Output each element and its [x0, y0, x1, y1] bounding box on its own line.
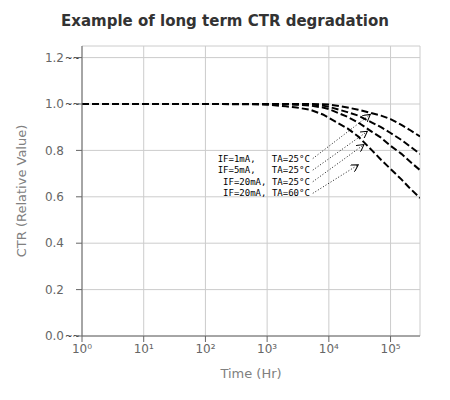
svg-text:IF=5mA, TA=25°C: IF=5mA, TA=25°C — [218, 165, 310, 175]
svg-text:0.6: 0.6 — [45, 190, 64, 204]
svg-text:IF=20mA, TA=60°C: IF=20mA, TA=60°C — [223, 188, 310, 198]
svg-text:0.4: 0.4 — [45, 236, 64, 250]
svg-text:Time (Hr): Time (Hr) — [219, 366, 281, 381]
svg-text:10³: 10³ — [257, 342, 277, 356]
svg-text:10²: 10² — [195, 342, 215, 356]
svg-text:1.0: 1.0 — [45, 97, 64, 111]
svg-text:1.2: 1.2 — [45, 51, 64, 65]
svg-text:IF=20mA, TA=25°C: IF=20mA, TA=25°C — [223, 177, 310, 187]
svg-text:CTR (Relative Value): CTR (Relative Value) — [14, 125, 29, 258]
svg-text:0.0: 0.0 — [45, 329, 64, 343]
svg-text:10⁴: 10⁴ — [319, 342, 339, 356]
svg-text:0.2: 0.2 — [45, 283, 64, 297]
svg-text:IF=1mA, TA=25°C: IF=1mA, TA=25°C — [218, 154, 310, 164]
html-text:Example of long term CTR degra: Example of long term CTR degradation — [61, 12, 389, 30]
svg-text:10¹: 10¹ — [134, 342, 154, 356]
svg-text:10⁵: 10⁵ — [381, 342, 401, 356]
svg-text:0.8: 0.8 — [45, 144, 64, 158]
svg-text:10⁰: 10⁰ — [72, 342, 92, 356]
